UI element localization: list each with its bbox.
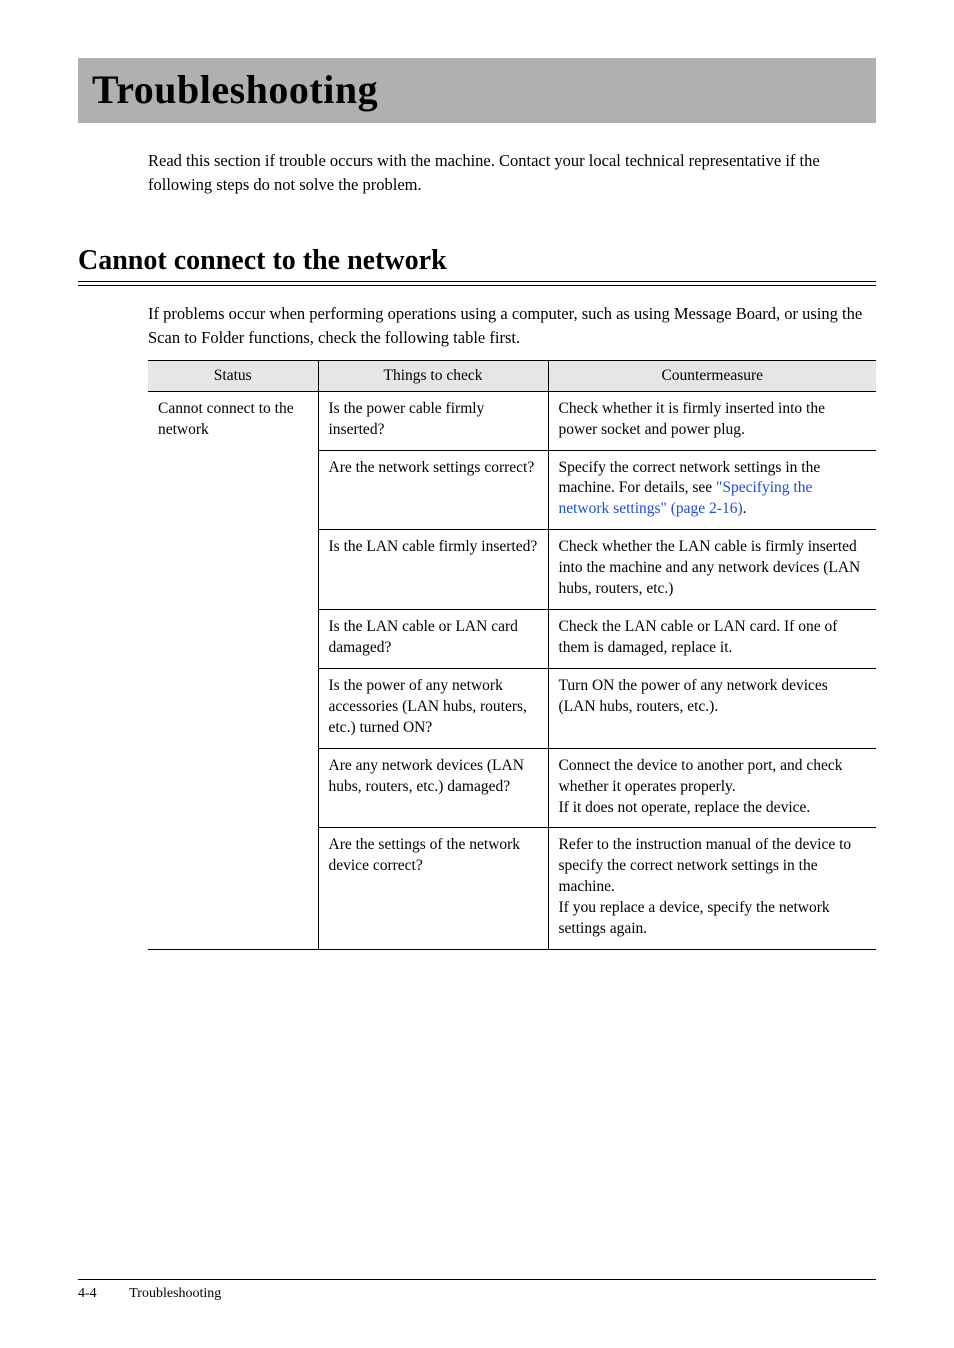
counter-cell: Check whether it is firmly inserted into… — [548, 391, 876, 450]
check-cell: Is the LAN cable firmly inserted? — [318, 530, 548, 610]
page-number: 4-4 — [78, 1286, 126, 1302]
check-cell: Are the settings of the network device c… — [318, 828, 548, 950]
section-rule — [78, 281, 876, 286]
counter-cell: Check whether the LAN cable is firmly in… — [548, 530, 876, 610]
section-intro: If problems occur when performing operat… — [148, 302, 876, 350]
check-cell: Are any network devices (LAN hubs, route… — [318, 748, 548, 828]
section-heading: Cannot connect to the network — [78, 245, 876, 277]
troubleshoot-table: Status Things to check Countermeasure Ca… — [148, 360, 876, 950]
page-title: Troubleshooting — [92, 66, 862, 113]
page-footer: 4-4 Troubleshooting — [78, 1279, 876, 1302]
counter-cell: Specify the correct network settings in … — [548, 450, 876, 530]
check-cell: Are the network settings correct? — [318, 450, 548, 530]
check-cell: Is the power cable firmly inserted? — [318, 391, 548, 450]
footer-label: Troubleshooting — [129, 1286, 221, 1301]
counter-cell: Check the LAN cable or LAN card. If one … — [548, 610, 876, 669]
counter-cell: Refer to the instruction manual of the d… — [548, 828, 876, 950]
table-row: Cannot connect to the network Is the pow… — [148, 391, 876, 450]
check-cell: Is the power of any network accessories … — [318, 668, 548, 748]
counter-text-post: . — [743, 500, 747, 517]
th-status: Status — [148, 360, 318, 391]
check-cell: Is the LAN cable or LAN card damaged? — [318, 610, 548, 669]
counter-cell: Turn ON the power of any network devices… — [548, 668, 876, 748]
page-title-bar: Troubleshooting — [78, 58, 876, 123]
page-intro: Read this section if trouble occurs with… — [148, 149, 876, 197]
counter-cell: Connect the device to another port, and … — [548, 748, 876, 828]
status-cell: Cannot connect to the network — [148, 391, 318, 949]
table-header-row: Status Things to check Countermeasure — [148, 360, 876, 391]
th-check: Things to check — [318, 360, 548, 391]
th-counter: Countermeasure — [548, 360, 876, 391]
